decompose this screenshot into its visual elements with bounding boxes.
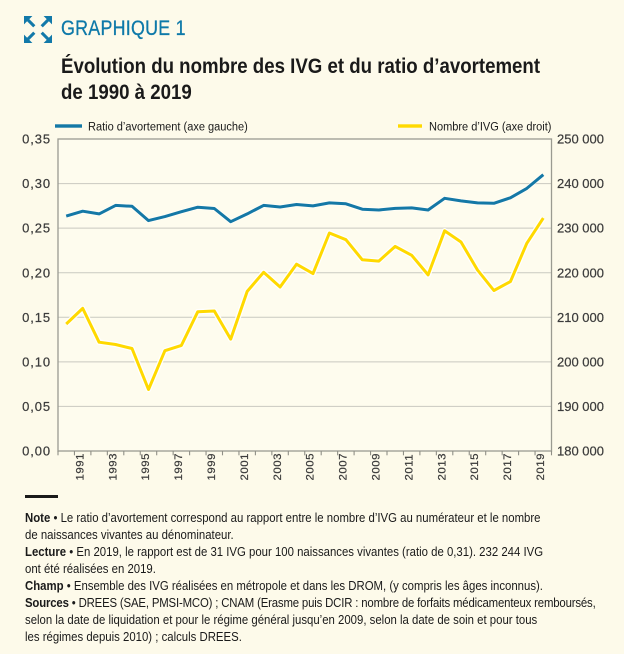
svg-text:220 000: 220 000 [557, 265, 604, 280]
svg-text:230 000: 230 000 [557, 221, 604, 236]
svg-text:0,30: 0,30 [22, 176, 51, 191]
svg-text:0,25: 0,25 [22, 221, 51, 236]
svg-text:1993: 1993 [107, 453, 119, 481]
svg-text:1991: 1991 [74, 453, 86, 481]
svg-text:0,05: 0,05 [22, 399, 51, 414]
svg-text:240 000: 240 000 [557, 176, 604, 191]
svg-text:Nombre d’IVG (axe droit): Nombre d’IVG (axe droit) [429, 120, 552, 134]
svg-text:250 000: 250 000 [557, 132, 604, 147]
svg-text:2007: 2007 [338, 453, 350, 481]
svg-text:1997: 1997 [173, 453, 185, 481]
svg-text:2003: 2003 [272, 453, 284, 481]
svg-text:210 000: 210 000 [557, 310, 604, 325]
svg-text:2001: 2001 [239, 453, 251, 481]
svg-text:2011: 2011 [403, 454, 415, 481]
svg-text:190 000: 190 000 [557, 399, 604, 414]
svg-text:2015: 2015 [469, 453, 481, 481]
svg-text:0,00: 0,00 [22, 444, 51, 459]
svg-text:2013: 2013 [436, 453, 448, 481]
svg-text:2005: 2005 [305, 453, 317, 481]
svg-text:1999: 1999 [206, 453, 218, 481]
svg-text:180 000: 180 000 [557, 444, 604, 459]
svg-text:200 000: 200 000 [557, 354, 604, 369]
svg-text:2017: 2017 [502, 453, 514, 481]
svg-text:1995: 1995 [140, 453, 152, 481]
svg-text:2009: 2009 [370, 453, 382, 481]
svg-text:0,20: 0,20 [22, 265, 51, 280]
svg-text:0,35: 0,35 [22, 132, 51, 147]
svg-text:Ratio d’avortement (axe gauche: Ratio d’avortement (axe gauche) [88, 120, 248, 134]
svg-text:0,15: 0,15 [22, 310, 51, 325]
svg-text:0,10: 0,10 [22, 354, 51, 369]
svg-text:2019: 2019 [535, 453, 547, 481]
